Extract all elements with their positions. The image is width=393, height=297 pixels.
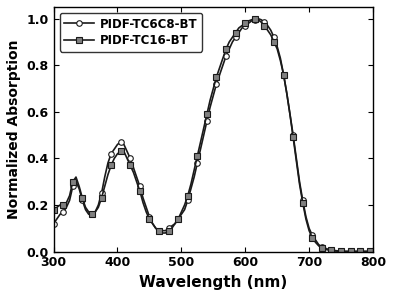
Legend: PIDF-TC6C8-BT, PIDF-TC16-BT: PIDF-TC6C8-BT, PIDF-TC16-BT [59,13,202,52]
PIDF-TC6C8-BT [294,157,299,160]
PIDF-TC16-BT [371,249,375,253]
PIDF-TC16-BT [73,175,78,179]
Line: PIDF-TC6C8-BT: PIDF-TC6C8-BT [51,16,376,254]
PIDF-TC16-BT [243,21,248,25]
PIDF-TC16-BT [252,17,257,20]
PIDF-TC6C8-BT [243,24,248,27]
PIDF-TC16-BT [294,159,299,162]
Y-axis label: Normalized Absorption: Normalized Absorption [7,40,21,219]
PIDF-TC16-BT [51,208,56,211]
X-axis label: Wavelength (nm): Wavelength (nm) [139,275,287,290]
PIDF-TC16-BT [198,140,203,144]
PIDF-TC6C8-BT [278,56,283,60]
PIDF-TC6C8-BT [342,249,347,253]
PIDF-TC6C8-BT [256,17,261,20]
Line: PIDF-TC16-BT: PIDF-TC16-BT [51,16,376,254]
PIDF-TC16-BT [131,170,136,174]
PIDF-TC6C8-BT [371,249,375,253]
PIDF-TC6C8-BT [131,166,136,170]
PIDF-TC6C8-BT [51,222,56,225]
PIDF-TC16-BT [278,59,283,62]
PIDF-TC6C8-BT [198,147,203,151]
PIDF-TC16-BT [339,249,343,253]
PIDF-TC6C8-BT [73,180,78,184]
